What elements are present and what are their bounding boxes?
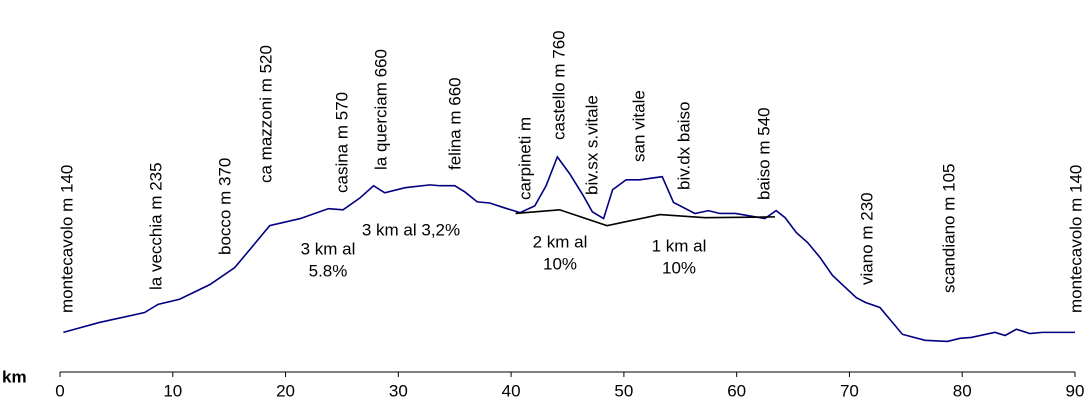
x-tick-label: 50: [614, 381, 633, 400]
place-label: la querciam 660: [371, 49, 390, 170]
place-label: castello m 760: [549, 30, 568, 140]
grade-note: 3 km al: [301, 239, 356, 258]
grade-note: 1 km al: [652, 236, 707, 255]
place-label: biv.dx baiso: [674, 101, 693, 190]
x-tick-label: 10: [163, 381, 182, 400]
place-label: scandiano m 105: [939, 164, 958, 293]
profile-line: [515, 208, 776, 227]
grade-note: 2 km al: [533, 232, 588, 251]
place-label: biv.sx s.vitale: [582, 95, 601, 195]
x-tick-label: 90: [1066, 381, 1085, 400]
place-label: montecavolo m 140: [57, 165, 76, 313]
x-tick-label: 70: [840, 381, 859, 400]
place-label: san vitale: [629, 90, 648, 162]
x-tick-label: 60: [727, 381, 746, 400]
x-tick-label: 80: [953, 381, 972, 400]
grade-note: 3 km al 3,2%: [362, 220, 460, 239]
place-label: bocco m 370: [215, 158, 234, 255]
profile-line: [63, 155, 1075, 343]
x-tick-label: 30: [389, 381, 408, 400]
x-tick-label: 0: [55, 381, 64, 400]
place-label: ca mazzoni m 520: [256, 45, 275, 183]
grade-note: 5.8%: [309, 261, 348, 280]
place-label: la vecchia m 235: [146, 162, 165, 290]
x-tick-label: 40: [502, 381, 521, 400]
place-label: felina m 660: [445, 77, 464, 170]
place-label: casina m 570: [332, 92, 351, 193]
place-label: montecavolo m 140: [1066, 165, 1085, 313]
x-axis-label: km: [2, 367, 27, 386]
place-label: viano m 230: [857, 192, 876, 285]
place-label: carpineti m: [515, 117, 534, 200]
x-tick-label: 20: [276, 381, 295, 400]
grade-note: 10%: [662, 258, 696, 277]
grade-note: 10%: [543, 254, 577, 273]
place-label: baiso m 540: [754, 107, 773, 200]
